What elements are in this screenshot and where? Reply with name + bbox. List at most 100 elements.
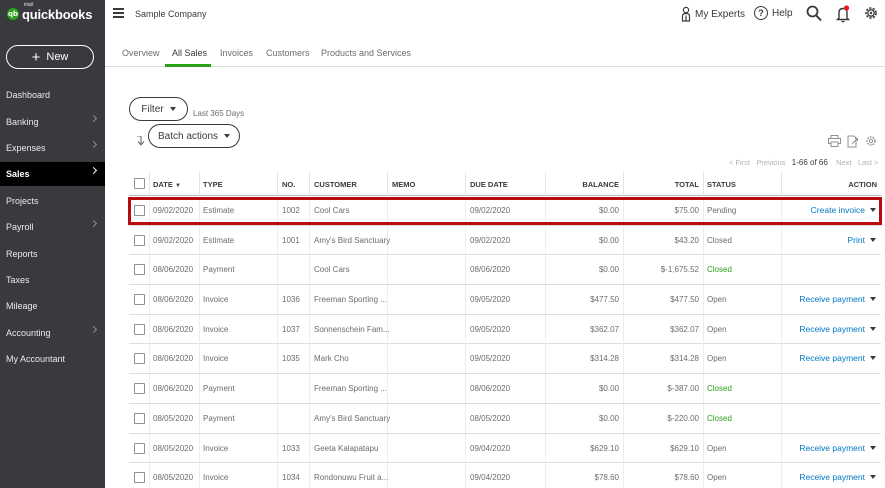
row-action-print[interactable]: Print [848, 235, 876, 245]
row-checkbox[interactable] [134, 383, 145, 395]
batch-actions-button[interactable]: Batch actions [148, 124, 240, 148]
col-no[interactable]: NO. [282, 180, 296, 189]
col-due-date[interactable]: DUE DATE [470, 180, 508, 189]
table-row[interactable]: 08/06/2020 Invoice 1035 Mark Cho 09/05/2020 $… [129, 344, 881, 375]
pager-current: 1-66 of 66 [791, 158, 828, 167]
notifications-bell-icon[interactable] [836, 5, 850, 23]
new-button[interactable]: + New [6, 45, 94, 69]
sidebar-item-label: Dashboard [6, 90, 51, 100]
sidebar-item-accounting[interactable]: Accounting [0, 321, 105, 345]
table-row[interactable]: 08/05/2020 Invoice 1033 Geeta Kalapatapu 09/… [129, 433, 881, 464]
table-row[interactable]: 08/06/2020 Payment Freeman Sporting ... 08/… [129, 374, 881, 404]
caret-down-icon[interactable] [870, 297, 876, 302]
pager-first[interactable]: < First [729, 158, 751, 167]
row-action-create-invoice[interactable]: Create invoice [811, 205, 876, 215]
table-row[interactable]: 08/05/2020 Invoice 1034 Rondonuwu Fruit a..… [129, 463, 881, 488]
caret-down-icon[interactable] [870, 475, 876, 480]
sidebar-item-expenses[interactable]: Expenses [0, 136, 105, 160]
col-balance[interactable]: BALANCE [582, 180, 619, 189]
row-checkbox[interactable] [134, 442, 145, 454]
row-action-receive-payment[interactable]: Receive payment [799, 353, 876, 363]
caret-down-icon[interactable] [870, 208, 876, 212]
table-row[interactable]: 08/05/2020 Payment Amy's Bird Sanctuary 08/… [129, 403, 881, 434]
row-checkbox[interactable] [134, 353, 145, 365]
pager-last[interactable]: Last > [857, 158, 879, 167]
pager-next[interactable]: Next [836, 158, 852, 167]
row-action-receive-payment[interactable]: Receive payment [799, 294, 876, 304]
col-status[interactable]: STATUS [707, 180, 736, 189]
col-customer[interactable]: CUSTOMER [314, 180, 357, 189]
row-action-label: Print [847, 234, 865, 245]
export-icon[interactable] [846, 135, 859, 148]
sidebar-item-payroll[interactable]: Payroll [0, 215, 105, 239]
row-checkbox[interactable] [134, 323, 145, 335]
chevron-right-icon [89, 219, 98, 228]
table-row[interactable]: 09/02/2020 Estimate 1001 Amy's Bird Sanctua… [129, 225, 881, 256]
caret-down-icon[interactable] [870, 326, 876, 331]
row-checkbox[interactable] [134, 472, 145, 484]
col-memo[interactable]: MEMO [392, 180, 416, 189]
cell-type: Payment [203, 265, 235, 275]
pager-previous[interactable]: Previous [756, 158, 786, 167]
sidebar-item-my-accountant[interactable]: My Accountant [0, 347, 105, 371]
logo-text: quickbooks [22, 6, 93, 22]
filter-button[interactable]: Filter [129, 97, 188, 121]
tab-products-and-services[interactable]: Products and Services [321, 48, 412, 58]
col-type[interactable]: TYPE [203, 180, 223, 189]
search-icon[interactable] [806, 5, 822, 22]
cell-status: Closed [707, 413, 732, 423]
print-icon[interactable] [828, 135, 841, 147]
sidebar-item-banking[interactable]: Banking [0, 110, 105, 134]
cell-date: 08/05/2020 [153, 473, 194, 483]
cell-customer: Mark Cho [314, 354, 349, 364]
tab-all-sales[interactable]: All Sales [172, 48, 208, 58]
cell-type: Payment [203, 384, 235, 394]
cell-customer: Amy's Bird Sanctuary [314, 413, 391, 423]
cell-due: 09/04/2020 [470, 473, 511, 483]
caret-down-icon[interactable] [870, 237, 876, 242]
sidebar-item-label: Taxes [6, 275, 30, 285]
row-checkbox[interactable] [134, 205, 145, 216]
sidebar-item-reports[interactable]: Reports [0, 242, 105, 266]
tab-overview[interactable]: Overview [122, 48, 160, 58]
row-checkbox[interactable] [134, 294, 145, 306]
row-action-receive-payment[interactable]: Receive payment [799, 443, 876, 453]
table-settings-gear-icon[interactable] [865, 135, 877, 147]
sidebar-item-projects[interactable]: Projects [0, 189, 105, 213]
row-action-label: Receive payment [799, 323, 865, 334]
table-row[interactable]: 08/06/2020 Invoice 1037 Sonnenschein Fam...… [129, 314, 881, 345]
row-checkbox[interactable] [134, 412, 145, 424]
cell-customer: Geeta Kalapatapu [314, 443, 379, 453]
cell-type: Invoice [203, 295, 229, 305]
table-row[interactable]: 08/06/2020 Invoice 1036 Freeman Sporting ..… [129, 285, 881, 315]
caret-down-icon[interactable] [870, 356, 876, 361]
tab-invoices[interactable]: Invoices [220, 48, 254, 58]
row-checkbox[interactable] [134, 234, 145, 246]
table-row[interactable]: 09/02/2020 Estimate 1002 Cool Cars 09/02/202… [129, 196, 881, 226]
row-action-receive-payment[interactable]: Receive payment [799, 472, 876, 482]
tab-customers[interactable]: Customers [266, 48, 310, 58]
sidebar-item-dashboard[interactable]: Dashboard [0, 83, 105, 107]
cell-no: 1002 [282, 206, 300, 215]
sidebar-item-label: Payroll [6, 222, 34, 232]
row-action-receive-payment[interactable]: Receive payment [799, 324, 876, 334]
cell-no: 1036 [282, 295, 300, 305]
select-all-checkbox[interactable] [134, 178, 145, 189]
sidebar-item-mileage[interactable]: Mileage [0, 294, 105, 318]
row-checkbox[interactable] [134, 264, 145, 276]
menu-icon[interactable] [113, 8, 124, 18]
quickbooks-logo[interactable]: qb intuit quickbooks [7, 2, 93, 23]
my-experts-button[interactable]: My Experts [681, 6, 745, 22]
col-total[interactable]: TOTAL [674, 180, 699, 189]
help-button[interactable]: ? Help [754, 6, 793, 20]
cell-total: $314.28 [670, 354, 699, 364]
settings-gear-icon[interactable] [863, 5, 879, 21]
sidebar-item-taxes[interactable]: Taxes [0, 268, 105, 292]
cell-date: 08/05/2020 [153, 413, 194, 423]
table-row[interactable]: 08/06/2020 Payment Cool Cars 08/06/2020 $0.0… [129, 255, 881, 286]
cell-status: Open [707, 473, 727, 483]
caret-down-icon[interactable] [870, 445, 876, 450]
col-date[interactable]: DATE ▼ [153, 180, 181, 189]
cell-total: $-220.00 [667, 413, 699, 423]
sidebar-item-sales[interactable]: Sales [0, 162, 105, 186]
